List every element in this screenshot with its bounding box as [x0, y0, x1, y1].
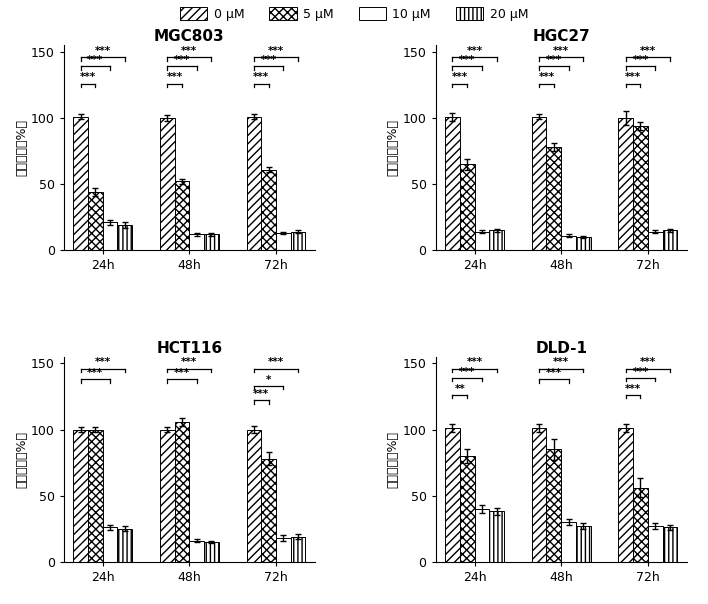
Y-axis label: 细胞活性（%）: 细胞活性（%） — [15, 431, 28, 488]
Bar — [532, 428, 547, 562]
Y-axis label: 细胞活性（%）: 细胞活性（%） — [387, 431, 400, 488]
Text: ***: *** — [87, 55, 103, 65]
Bar — [189, 234, 204, 250]
Bar — [648, 232, 663, 250]
Text: ***: *** — [166, 72, 183, 82]
Bar — [489, 512, 504, 562]
Bar — [204, 234, 219, 250]
Bar — [547, 449, 561, 562]
Text: ***: *** — [546, 55, 562, 65]
Bar — [663, 527, 678, 562]
Bar — [73, 429, 88, 562]
Bar — [618, 118, 633, 250]
Bar — [175, 422, 189, 562]
Text: ***: *** — [467, 46, 483, 56]
Text: ***: *** — [625, 384, 641, 394]
Text: ***: *** — [181, 358, 198, 367]
Text: ***: *** — [261, 55, 277, 65]
Bar — [663, 230, 678, 250]
Legend: 0 μM, 5 μM, 10 μM, 20 μM: 0 μM, 5 μM, 10 μM, 20 μM — [176, 3, 532, 24]
Text: ***: *** — [181, 46, 198, 56]
Text: ***: *** — [268, 358, 284, 367]
Bar — [118, 528, 132, 562]
Bar — [261, 458, 276, 562]
Bar — [547, 147, 561, 250]
Bar — [291, 536, 305, 562]
Text: ***: *** — [632, 367, 649, 377]
Text: ***: *** — [268, 46, 284, 56]
Bar — [648, 526, 663, 562]
Bar — [445, 428, 459, 562]
Y-axis label: 细胞活性（%）: 细胞活性（%） — [387, 119, 400, 176]
Bar — [160, 429, 175, 562]
Bar — [189, 541, 204, 562]
Text: ***: *** — [174, 368, 190, 378]
Bar — [291, 232, 305, 250]
Text: ***: *** — [546, 368, 562, 378]
Text: ***: *** — [95, 358, 110, 367]
Text: ***: *** — [632, 55, 649, 65]
Text: ***: *** — [538, 72, 554, 82]
Bar — [489, 230, 504, 250]
Bar — [276, 233, 291, 250]
Text: ***: *** — [459, 367, 475, 377]
Bar — [88, 429, 103, 562]
Bar — [532, 117, 547, 250]
Bar — [633, 487, 648, 562]
Bar — [246, 117, 261, 250]
Bar — [103, 527, 118, 562]
Bar — [118, 225, 132, 250]
Bar — [474, 232, 489, 250]
Bar — [561, 236, 576, 250]
Text: ***: *** — [625, 72, 641, 82]
Text: ***: *** — [553, 358, 569, 367]
Bar — [160, 118, 175, 250]
Bar — [459, 456, 474, 562]
Text: ***: *** — [452, 72, 468, 82]
Text: ***: *** — [80, 72, 96, 82]
Text: ***: *** — [640, 358, 656, 367]
Bar — [246, 429, 261, 562]
Bar — [88, 192, 103, 250]
Text: ***: *** — [459, 55, 475, 65]
Bar — [73, 117, 88, 250]
Bar — [576, 237, 590, 250]
Y-axis label: 细胞活性（%）: 细胞活性（%） — [15, 119, 28, 176]
Text: ***: *** — [95, 46, 110, 56]
Bar — [474, 509, 489, 562]
Bar — [175, 181, 189, 250]
Bar — [261, 170, 276, 250]
Bar — [618, 428, 633, 562]
Bar — [204, 542, 219, 562]
Bar — [276, 538, 291, 562]
Bar — [459, 164, 474, 250]
Text: ***: *** — [87, 368, 103, 378]
Title: HGC27: HGC27 — [532, 29, 590, 44]
Text: ***: *** — [640, 46, 656, 56]
Text: **: ** — [455, 384, 465, 394]
Text: *: * — [266, 374, 271, 385]
Title: MGC803: MGC803 — [154, 29, 224, 44]
Bar — [561, 522, 576, 562]
Bar — [576, 526, 590, 562]
Text: ***: *** — [467, 358, 483, 367]
Text: ***: *** — [174, 55, 190, 65]
Bar — [445, 117, 459, 250]
Text: ***: *** — [253, 389, 269, 399]
Title: DLD-1: DLD-1 — [535, 341, 587, 356]
Bar — [103, 222, 118, 250]
Text: ***: *** — [253, 72, 269, 82]
Bar — [633, 126, 648, 250]
Title: HCT116: HCT116 — [156, 341, 222, 356]
Text: ***: *** — [553, 46, 569, 56]
